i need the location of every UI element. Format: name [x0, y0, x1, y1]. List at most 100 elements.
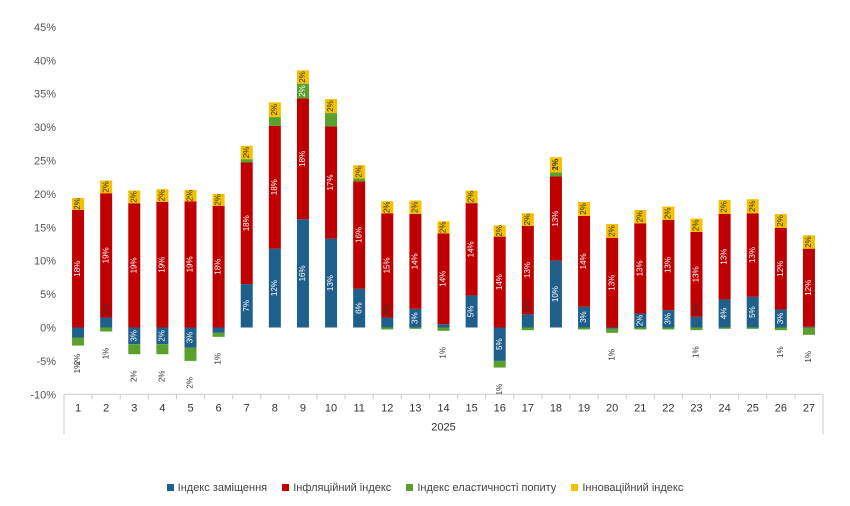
bar-segment[interactable]: [634, 223, 647, 314]
bar-segment[interactable]: [662, 310, 675, 328]
bar-segment[interactable]: [268, 125, 281, 249]
bar-segment[interactable]: [634, 209, 647, 224]
bar-segment[interactable]: [746, 327, 759, 329]
bar-segment[interactable]: [353, 181, 366, 289]
bar-segment[interactable]: [493, 360, 506, 368]
bar-segment[interactable]: [409, 200, 422, 214]
bar-segment[interactable]: [774, 227, 787, 310]
bar-segment[interactable]: [409, 213, 422, 309]
bar-segment[interactable]: [128, 344, 141, 355]
bar-segment[interactable]: [437, 324, 450, 328]
bar-segment[interactable]: [718, 299, 731, 328]
bar-segment[interactable]: [381, 213, 394, 318]
bar-segment[interactable]: [521, 225, 534, 315]
bar-segment[interactable]: [268, 102, 281, 118]
bar-segment[interactable]: [690, 218, 703, 232]
bar-segment[interactable]: [718, 327, 731, 329]
bar-segment[interactable]: [184, 347, 197, 361]
bar-segment[interactable]: [325, 99, 338, 114]
bar-segment[interactable]: [493, 236, 506, 328]
bar-segment[interactable]: [465, 190, 478, 203]
bar-segment[interactable]: [718, 213, 731, 300]
bar-segment[interactable]: [578, 215, 591, 307]
bar-segment[interactable]: [606, 223, 619, 238]
bar-segment[interactable]: [802, 326, 815, 328]
bar-segment[interactable]: [746, 199, 759, 214]
bar-segment[interactable]: [212, 205, 225, 328]
bar-segment[interactable]: [156, 327, 169, 345]
bar-segment[interactable]: [156, 344, 169, 355]
bar-segment[interactable]: [353, 178, 366, 182]
bar-segment[interactable]: [549, 157, 562, 173]
bar-segment[interactable]: [212, 332, 225, 337]
bar-segment[interactable]: [662, 206, 675, 220]
bar-segment[interactable]: [100, 180, 113, 194]
bar-segment[interactable]: [325, 126, 338, 239]
bar-segment[interactable]: [240, 162, 253, 285]
bar-segment[interactable]: [578, 201, 591, 216]
bar-segment[interactable]: [493, 225, 506, 237]
bar-segment[interactable]: [606, 237, 619, 328]
bar-segment[interactable]: [156, 189, 169, 202]
bar-segment[interactable]: [774, 327, 787, 331]
bar-segment[interactable]: [128, 327, 141, 345]
bar-segment[interactable]: [578, 306, 591, 328]
bar-segment[interactable]: [381, 327, 394, 330]
bar-segment[interactable]: [296, 219, 309, 328]
bar-segment[interactable]: [578, 327, 591, 330]
bar-segment[interactable]: [606, 328, 619, 333]
bar-segment[interactable]: [521, 327, 534, 331]
legend-item-innovation[interactable]: Інноваційний індекс: [571, 482, 683, 494]
bar-segment[interactable]: [549, 260, 562, 328]
bar-segment[interactable]: [296, 98, 309, 220]
bar-segment[interactable]: [128, 190, 141, 204]
bar-segment[interactable]: [72, 337, 85, 346]
bar-segment[interactable]: [296, 83, 309, 99]
bar-segment[interactable]: [549, 172, 562, 177]
bar-segment[interactable]: [381, 201, 394, 214]
bar-segment[interactable]: [690, 316, 703, 328]
bar-segment[interactable]: [353, 165, 366, 179]
bar-segment[interactable]: [774, 309, 787, 328]
bar-segment[interactable]: [690, 327, 703, 331]
bar-segment[interactable]: [296, 70, 309, 84]
legend-item-elasticity[interactable]: Індекс еластичності попиту: [406, 482, 556, 494]
bar-segment[interactable]: [240, 284, 253, 328]
bar-segment[interactable]: [662, 327, 675, 330]
bar-segment[interactable]: [72, 327, 85, 338]
bar-segment[interactable]: [381, 317, 394, 328]
bar-segment[interactable]: [353, 288, 366, 328]
bar-segment[interactable]: [325, 113, 338, 127]
bar-segment[interactable]: [240, 145, 253, 160]
bar-segment[interactable]: [521, 314, 534, 328]
bar-segment[interactable]: [521, 213, 534, 226]
bar-segment[interactable]: [100, 193, 113, 318]
bar-segment[interactable]: [72, 209, 85, 328]
bar-segment[interactable]: [212, 193, 225, 206]
bar-segment[interactable]: [662, 219, 675, 311]
bar-segment[interactable]: [100, 317, 113, 328]
bar-segment[interactable]: [72, 197, 85, 210]
bar-segment[interactable]: [690, 231, 703, 317]
bar-segment[interactable]: [156, 201, 169, 328]
bar-segment[interactable]: [268, 248, 281, 328]
bar-segment[interactable]: [184, 189, 197, 202]
bar-segment[interactable]: [409, 308, 422, 328]
bar-segment[interactable]: [100, 327, 113, 332]
legend-item-inflation[interactable]: Інфляційний індекс: [282, 482, 391, 494]
bar-segment[interactable]: [437, 233, 450, 325]
bar-segment[interactable]: [746, 296, 759, 328]
bar-segment[interactable]: [268, 117, 281, 126]
bar-segment[interactable]: [184, 201, 197, 328]
bar-segment[interactable]: [240, 159, 253, 163]
bar-segment[interactable]: [128, 203, 141, 328]
bar-segment[interactable]: [746, 213, 759, 297]
bar-segment[interactable]: [465, 202, 478, 204]
legend-item-substitution[interactable]: Індекс заміщення: [166, 482, 267, 494]
bar-segment[interactable]: [212, 327, 225, 333]
bar-segment[interactable]: [802, 235, 815, 249]
bar-segment[interactable]: [437, 221, 450, 234]
bar-segment[interactable]: [325, 238, 338, 328]
bar-segment[interactable]: [634, 313, 647, 328]
bar-segment[interactable]: [634, 327, 647, 330]
